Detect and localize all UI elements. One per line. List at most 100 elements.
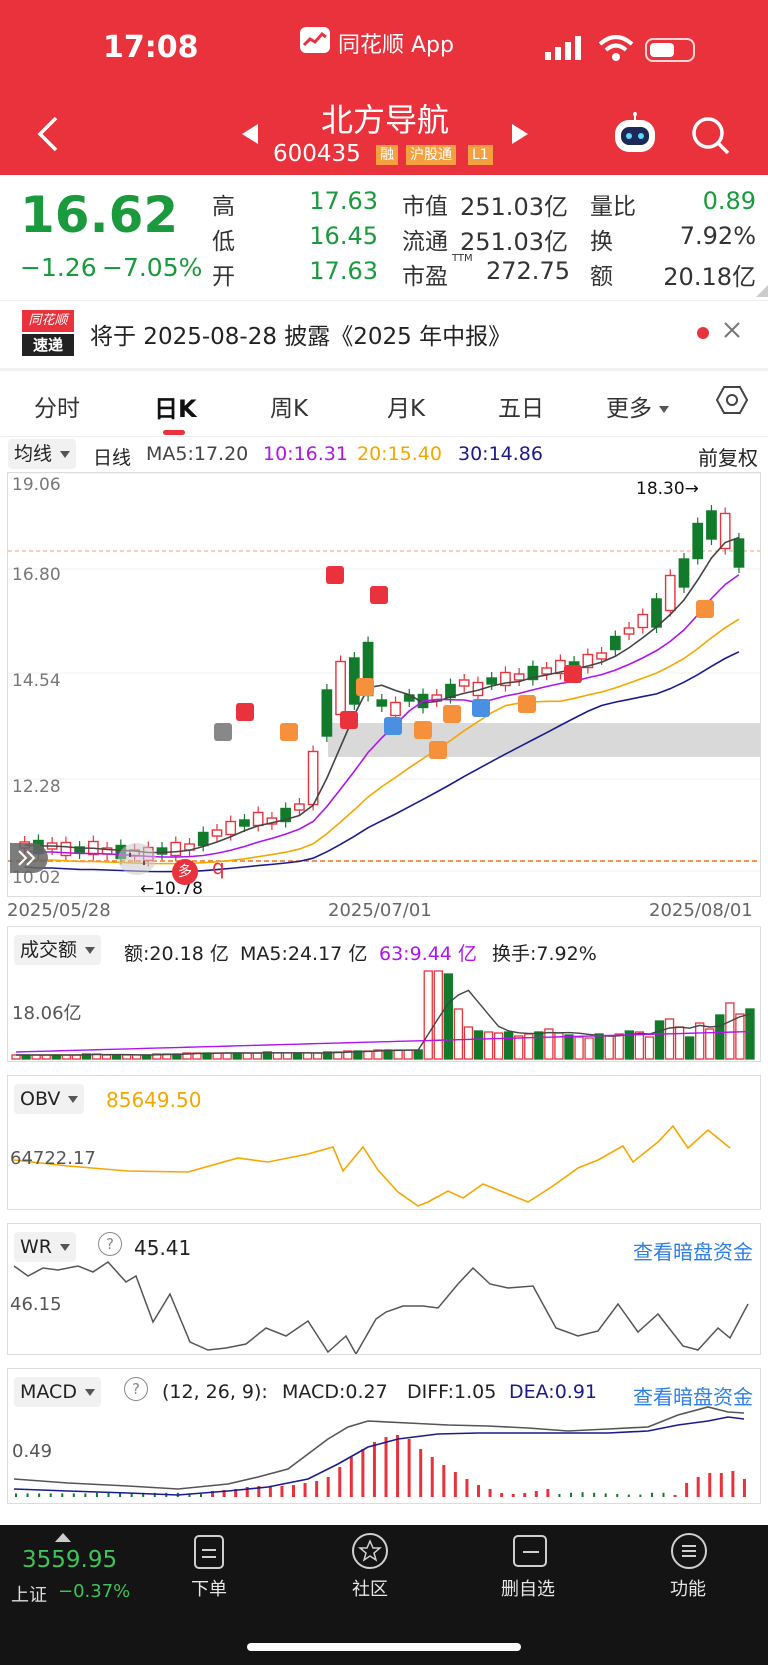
price-change-pct: −7.05%: [102, 253, 203, 282]
tab-more[interactable]: 更多: [606, 389, 670, 423]
expand-left-icon[interactable]: [10, 843, 48, 873]
nav-function-label[interactable]: 功能: [670, 1579, 706, 1600]
wr-value: 45.41: [134, 1236, 192, 1260]
volume-selector-label: 成交额: [20, 939, 78, 961]
wr-line: [13, 1261, 749, 1354]
prev-stock-icon[interactable]: [240, 122, 260, 150]
volume-bar: [242, 1052, 252, 1060]
volume-bar: [473, 1030, 484, 1060]
chart-tabs: 分时 日K 周K 月K 五日 更多: [0, 372, 768, 436]
macd-panel[interactable]: MACD ? (12, 26, 9): MACD:0.27 DIFF:1.05 …: [7, 1368, 761, 1504]
volume-bar: [101, 1054, 112, 1060]
volume-ma63: 63:9.44 亿: [379, 943, 477, 965]
long-marker-badge[interactable]: 多: [172, 859, 198, 885]
volume-bar: [463, 1026, 474, 1060]
status-app-name: 同花顺 App: [338, 33, 454, 58]
wr-panel[interactable]: WR ? 45.41 查看暗盘资金 46.15: [7, 1223, 761, 1355]
volume-bar: [302, 1052, 313, 1060]
notice-text[interactable]: 将于 2025-08-28 披露《2025 年中报》: [90, 324, 512, 350]
volume-bar: [252, 1052, 262, 1060]
price-change: −1.26: [20, 253, 97, 282]
macd-y-label: 0.49: [12, 1441, 53, 1462]
macd-params: (12, 26, 9):: [162, 1381, 268, 1403]
dark-pool-link[interactable]: 查看暗盘资金: [633, 1385, 753, 1409]
y-label: 12.28: [12, 777, 61, 797]
help-icon[interactable]: ?: [124, 1377, 148, 1401]
tab-daily-k[interactable]: 日K: [154, 395, 197, 423]
label-float-cap: 流通: [402, 229, 448, 255]
volume-bar: [695, 1022, 705, 1060]
candle: [664, 574, 676, 612]
candle: [609, 635, 621, 651]
app-logo-icon: [300, 27, 330, 53]
obv-selector-label: OBV: [20, 1088, 61, 1110]
macd-selector-dropdown[interactable]: MACD: [14, 1377, 101, 1407]
volume-bar: [121, 1054, 132, 1060]
tab-five-day[interactable]: 五日: [498, 396, 544, 422]
index-name: 上证: [11, 1585, 47, 1606]
obv-panel[interactable]: OBV 85649.50 64722.17: [7, 1075, 761, 1210]
obv-value: 85649.50: [106, 1088, 202, 1112]
volume-bar: [393, 1049, 403, 1060]
candle: [582, 653, 594, 669]
volume-bar: [292, 1052, 303, 1060]
nav-remove-watchlist-label[interactable]: 删自选: [501, 1579, 555, 1600]
volume-bar: [664, 1018, 675, 1060]
volume-bar: [715, 1014, 725, 1060]
back-icon[interactable]: [36, 114, 60, 158]
search-icon[interactable]: [691, 116, 731, 160]
volume-bar: [564, 1034, 574, 1060]
volume-panel[interactable]: 成交额 额:20.18 亿 MA5:24.17 亿 63:9.44 亿 换手:7…: [7, 926, 761, 1062]
x-label: 2025/05/28: [7, 900, 111, 921]
crosshair-toggle-icon[interactable]: [118, 843, 156, 875]
candle: [321, 689, 333, 737]
adjust-mode[interactable]: 前复权: [698, 446, 758, 470]
function-menu-icon[interactable]: [671, 1533, 707, 1569]
candle: [678, 558, 690, 588]
candle: [60, 841, 72, 857]
news-logo-bottom: 速递: [22, 334, 74, 356]
nav-community-label[interactable]: 社区: [352, 1579, 388, 1600]
kline-panel[interactable]: 19.06 16.80 14.54 12.28 10.02 18.30→ ←10…: [7, 472, 761, 897]
volume-bar: [684, 1036, 695, 1060]
help-icon[interactable]: ?: [98, 1232, 122, 1256]
tab-intraday[interactable]: 分时: [34, 396, 80, 422]
candle: [376, 699, 388, 707]
wr-selector-dropdown[interactable]: WR: [14, 1232, 76, 1262]
chevron-down-icon: [659, 406, 670, 413]
obv-chart: [13, 1124, 731, 1207]
volume-bar: [222, 1052, 232, 1060]
volume-selector-dropdown[interactable]: 成交额: [14, 935, 102, 965]
kline-chart[interactable]: [8, 473, 761, 897]
chevron-down-icon: [85, 947, 96, 954]
candle: [156, 847, 168, 855]
expand-corner-icon[interactable]: [756, 285, 768, 297]
dark-pool-link[interactable]: 查看暗盘资金: [633, 1240, 753, 1264]
robot-assistant-icon[interactable]: [612, 112, 658, 160]
index-value[interactable]: 3559.95: [22, 1547, 118, 1573]
label-market-cap: 市值: [402, 194, 448, 220]
close-icon[interactable]: [722, 320, 742, 344]
nav-order-label[interactable]: 下单: [191, 1579, 227, 1600]
ma-selector-dropdown[interactable]: 均线: [8, 439, 77, 469]
tab-weekly-k[interactable]: 周K: [270, 396, 309, 422]
settings-hexagon-icon[interactable]: [715, 384, 749, 420]
order-icon[interactable]: [194, 1535, 224, 1569]
volume-y-label: 18.06亿: [12, 1003, 82, 1024]
value-high: 17.63: [309, 187, 378, 215]
volume-bar: [413, 1049, 423, 1060]
remove-watchlist-icon[interactable]: [513, 1535, 547, 1567]
candle: [513, 673, 525, 681]
expand-up-icon[interactable]: [55, 1533, 71, 1542]
last-price: 16.62: [20, 186, 179, 244]
signal-marker: [696, 600, 714, 618]
badge-level: L1: [468, 145, 493, 165]
community-icon[interactable]: [352, 1533, 388, 1569]
tab-monthly-k[interactable]: 月K: [387, 396, 426, 422]
obv-selector-dropdown[interactable]: OBV: [14, 1084, 85, 1114]
next-stock-icon[interactable]: [510, 122, 530, 150]
volume-bar: [604, 1035, 614, 1060]
volume-bar: [182, 1052, 192, 1060]
signal-marker: [472, 699, 490, 717]
candle: [335, 660, 346, 716]
